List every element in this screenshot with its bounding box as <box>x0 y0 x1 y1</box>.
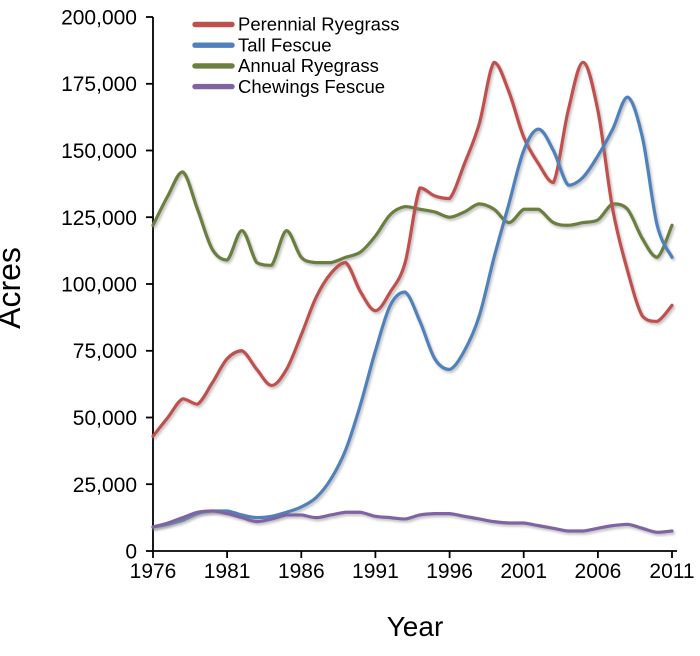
svg-text:200,000: 200,000 <box>61 7 137 30</box>
svg-text:Chewings Fescue: Chewings Fescue <box>238 76 385 97</box>
svg-text:1986: 1986 <box>278 560 325 583</box>
svg-text:150,000: 150,000 <box>61 140 137 163</box>
svg-text:Annual Ryegrass: Annual Ryegrass <box>238 55 379 76</box>
svg-text:2011: 2011 <box>649 560 694 583</box>
svg-text:Acres: Acres <box>0 247 27 329</box>
svg-text:1981: 1981 <box>204 560 251 583</box>
svg-text:1976: 1976 <box>130 560 177 583</box>
svg-text:100,000: 100,000 <box>61 274 137 297</box>
svg-text:2001: 2001 <box>500 560 547 583</box>
svg-text:Perennial Ryegrass: Perennial Ryegrass <box>238 14 399 35</box>
svg-text:1996: 1996 <box>426 560 473 583</box>
svg-text:75,000: 75,000 <box>73 340 137 363</box>
svg-text:1991: 1991 <box>352 560 399 583</box>
svg-text:175,000: 175,000 <box>61 73 137 96</box>
svg-text:Year: Year <box>387 611 444 642</box>
svg-text:Tall Fescue: Tall Fescue <box>238 34 332 55</box>
svg-text:25,000: 25,000 <box>73 474 137 497</box>
svg-text:2006: 2006 <box>575 560 622 583</box>
svg-text:125,000: 125,000 <box>61 207 137 230</box>
svg-text:50,000: 50,000 <box>73 407 137 430</box>
